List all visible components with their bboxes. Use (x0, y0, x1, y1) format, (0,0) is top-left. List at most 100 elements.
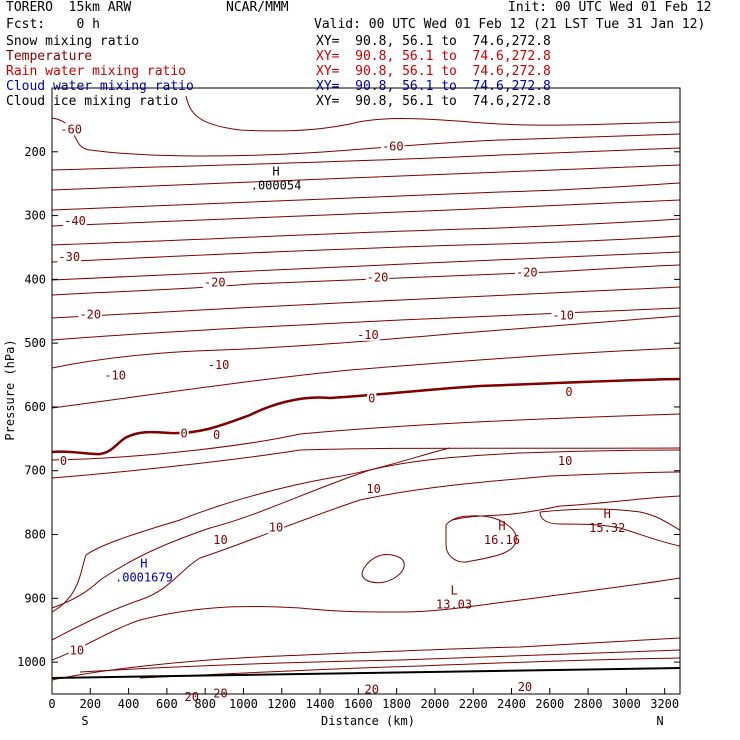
contour-label-bg (381, 140, 405, 153)
contour-label: -60 (382, 140, 404, 154)
right-endpoint-label: N (656, 714, 663, 728)
contour-label: -20 (516, 265, 538, 279)
x-tick-label: 2200 (459, 697, 488, 711)
field-label-cloud-water: Cloud water mixing ratio (6, 79, 194, 94)
contour-label: -10 (357, 328, 379, 342)
extremum-kind: H (140, 557, 147, 571)
field-xy-cloud-ice: XY= 90.8, 56.1 to 74.6,272.8 (316, 94, 551, 109)
isotherm-minus60 (51, 117, 681, 157)
y-tick-label: 400 (24, 272, 46, 286)
contour-label-bg (516, 680, 534, 693)
extremum-value: .000054 (251, 178, 302, 192)
y-tick-label: 600 (24, 400, 46, 414)
x-tick-label: 800 (194, 697, 216, 711)
y-tick-label: 1000 (17, 655, 46, 669)
x-tick-label: 2000 (420, 697, 449, 711)
contour-label: 10 (213, 533, 227, 547)
contour-label: 0 (368, 392, 375, 406)
extremum-value: 15.32 (589, 521, 625, 535)
isotherm-minus55 (51, 147, 681, 171)
extremum-kind: H (498, 519, 505, 533)
left-endpoint-label: S (81, 714, 88, 728)
ground-surface-line (51, 667, 681, 679)
x-tick-label: 1800 (382, 697, 411, 711)
field-xy-cloud-water: XY= 90.8, 56.1 to 74.6,272.8 (316, 79, 551, 94)
isotherm-minus45 (51, 182, 681, 211)
y-axis-label: Pressure (hPa) (3, 339, 17, 440)
isotherm-minus35 (51, 218, 681, 246)
x-axis-label: Distance (km) (321, 714, 415, 728)
contour-label-bg (202, 276, 227, 289)
contour-label: -10 (552, 309, 574, 323)
contour-label-bg (212, 534, 229, 547)
extremum-value: 16.16 (484, 533, 520, 547)
contour-label-bg (367, 392, 377, 405)
contour-label: 0 (60, 454, 67, 468)
y-tick-label: 800 (24, 528, 46, 542)
contour-label-bg (59, 123, 83, 136)
x-tick-label: 600 (156, 697, 178, 711)
x-tick-label: 1000 (229, 697, 258, 711)
contour-label: 20 (365, 682, 379, 696)
contour-label-bg (212, 428, 222, 441)
field-label-cloud-ice: Cloud ice mixing ratio (6, 94, 179, 109)
x-tick-label: 3200 (650, 697, 679, 711)
isotherm-small-cell (361, 554, 405, 584)
x-tick-label: 1200 (267, 697, 296, 711)
isotherm-minus40 (51, 199, 681, 227)
field-label-temperature: Temperature (6, 49, 93, 64)
x-tick-label: 1400 (306, 697, 335, 711)
contour-label-bg (363, 683, 380, 696)
isotherm-minus50 (51, 164, 681, 191)
isotherm-16-cell (445, 515, 517, 563)
contour-label-bg (267, 521, 285, 534)
contour-label-bg (212, 687, 229, 700)
isotherm-minus25 (51, 251, 681, 281)
isotherm-15-cell (539, 508, 681, 547)
field-label-rain: Rain water mixing ratio (6, 64, 187, 79)
contour-label-bg (63, 215, 87, 228)
isotherm-16 (51, 637, 681, 681)
contour-label: 0 (213, 428, 220, 442)
contour-label-bg (103, 369, 127, 382)
extremum-kind: H (272, 164, 279, 178)
field-label-snow: Snow mixing ratio (6, 34, 140, 49)
isotherm-minus12 (51, 307, 681, 341)
x-tick-label: 3000 (612, 697, 641, 711)
contour-label-bg (515, 266, 539, 279)
isotherm-12 (51, 449, 681, 609)
x-tick-label: 2600 (535, 697, 564, 711)
contour-label: -20 (367, 270, 389, 284)
x-tick-label: 2800 (574, 697, 603, 711)
contour-label: -40 (64, 214, 86, 228)
x-tick-label: 200 (79, 697, 101, 711)
contour-label-bg (356, 328, 380, 341)
isotherm-18 (79, 649, 681, 673)
isotherm-minus30 (51, 235, 681, 263)
isotherm-14 (51, 471, 681, 641)
contour-label: -20 (79, 307, 101, 321)
contour-label: -10 (208, 358, 230, 372)
contour-label: 0 (565, 385, 572, 399)
contour-label: 20 (213, 686, 227, 700)
isotherm-minus10 (51, 315, 681, 369)
contour-label-bg (206, 358, 231, 371)
y-tick-label: 900 (24, 591, 46, 605)
isotherm-13 (51, 577, 681, 661)
contour-labels: -60 -60 -40 -30 -20 -20 -20 -20 -10 -10 -10 -10 0 0 0 0… (57, 122, 576, 704)
contour-label-bg (551, 309, 576, 322)
y-tick-label: 500 (24, 336, 46, 350)
temperature-isotherms (51, 95, 681, 681)
contour-label-bg (556, 455, 574, 468)
x-tick-label: 1600 (344, 697, 373, 711)
y-tick-label: 200 (24, 145, 46, 159)
x-tick-label: 2400 (497, 697, 526, 711)
y-tick-label: 300 (24, 209, 46, 223)
contour-label-bg (57, 250, 82, 263)
isotherm-3 (51, 413, 681, 461)
model-title: TORERO 15km ARW (6, 0, 132, 15)
field-xy-snow: XY= 90.8, 56.1 to 74.6,272.8 (316, 34, 551, 49)
